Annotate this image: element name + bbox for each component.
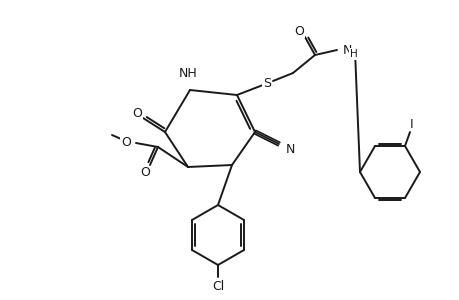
Text: H: H [349,49,357,59]
Text: I: I [409,118,413,130]
Text: O: O [293,25,303,38]
Text: N: N [342,44,352,56]
Text: Cl: Cl [212,280,224,293]
Text: NH: NH [178,67,197,80]
Text: N: N [285,142,295,155]
Text: S: S [263,76,270,89]
Text: O: O [140,167,150,179]
Text: O: O [132,106,142,119]
Text: O: O [121,136,131,148]
